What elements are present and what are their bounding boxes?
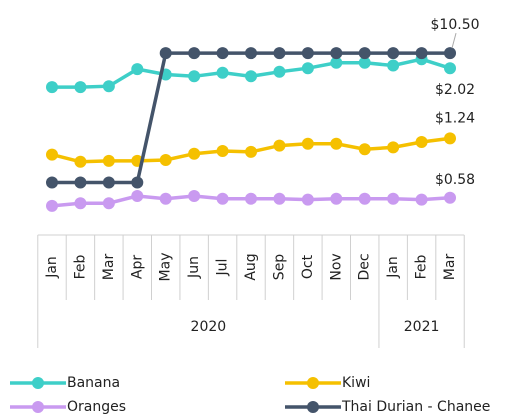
point: [358, 56, 371, 69]
point: [273, 47, 286, 60]
x-tick-label: Mar: [101, 254, 117, 281]
point: [74, 81, 87, 94]
point: [131, 176, 144, 189]
point: [444, 132, 457, 145]
point: [415, 136, 428, 148]
point: [301, 47, 314, 60]
point: [245, 70, 258, 83]
point: [273, 139, 286, 152]
x-tick-label: Feb: [414, 254, 430, 279]
x-tick-label: Aug: [243, 253, 259, 280]
point: [358, 192, 371, 205]
legend-marker: [307, 401, 319, 413]
point: [358, 143, 371, 156]
point: [330, 137, 343, 150]
point: [330, 47, 343, 60]
legend-label: Banana: [67, 375, 120, 391]
point: [245, 47, 258, 60]
x-tick-label: Nov: [328, 253, 344, 280]
point: [188, 47, 201, 60]
point: [387, 141, 400, 154]
point: [74, 197, 87, 210]
point: [102, 154, 115, 167]
data-label: $2.02: [435, 82, 475, 98]
data-label: $1.24: [435, 110, 475, 126]
x-tick-label: Jul: [215, 259, 231, 277]
point: [46, 199, 58, 212]
point: [188, 70, 201, 83]
point: [301, 137, 314, 150]
x-tick-label: Feb: [72, 254, 88, 279]
point: [444, 47, 457, 60]
point: [131, 63, 144, 76]
point: [188, 190, 201, 202]
point: [245, 145, 258, 158]
legend-marker: [307, 377, 319, 389]
x-tick-label: Jun: [186, 256, 202, 279]
point: [131, 190, 144, 202]
point: [46, 176, 58, 189]
point: [46, 148, 58, 161]
x-tick-label: Jan: [385, 256, 401, 279]
legend-marker: [32, 377, 44, 389]
point: [358, 47, 371, 60]
point: [159, 47, 172, 60]
data-label: $0.58: [435, 172, 475, 188]
x-tick-label: Apr: [129, 255, 145, 279]
point: [216, 192, 229, 205]
point: [415, 193, 428, 206]
x-tick-label: May: [158, 253, 174, 282]
point: [387, 59, 400, 72]
x-tick-label: Oct: [300, 254, 316, 279]
point: [102, 197, 115, 210]
point: [301, 62, 314, 75]
x-tick-label: Sep: [271, 254, 287, 281]
x-tick-label: Mar: [442, 254, 458, 281]
group-label: 2020: [191, 319, 227, 335]
point: [330, 192, 343, 205]
point: [74, 176, 87, 189]
point: [216, 145, 229, 157]
x-tick-label: Dec: [357, 253, 373, 280]
legend-label: Kiwi: [342, 375, 370, 391]
point: [102, 176, 115, 189]
point: [159, 154, 172, 166]
leader-line: [451, 32, 457, 49]
point: [102, 80, 115, 93]
point: [273, 192, 286, 205]
point: [216, 66, 229, 79]
point: [216, 47, 229, 60]
point: [159, 192, 172, 205]
data-label: $10.50: [431, 17, 480, 33]
point: [301, 193, 314, 206]
point: [273, 65, 286, 78]
point: [387, 192, 400, 205]
point: [46, 81, 58, 94]
point: [188, 147, 201, 160]
legend-marker: [32, 401, 44, 413]
point: [415, 47, 428, 60]
point: [74, 155, 87, 168]
legend-label: Thai Durian - Chanee: [341, 399, 490, 415]
point: [387, 47, 400, 60]
group-label: 2021: [404, 319, 440, 335]
point: [444, 191, 457, 204]
point: [444, 62, 457, 75]
point: [330, 56, 343, 69]
x-tick-label: Jan: [44, 256, 60, 279]
legend-label: Oranges: [67, 399, 126, 415]
point: [245, 192, 258, 205]
